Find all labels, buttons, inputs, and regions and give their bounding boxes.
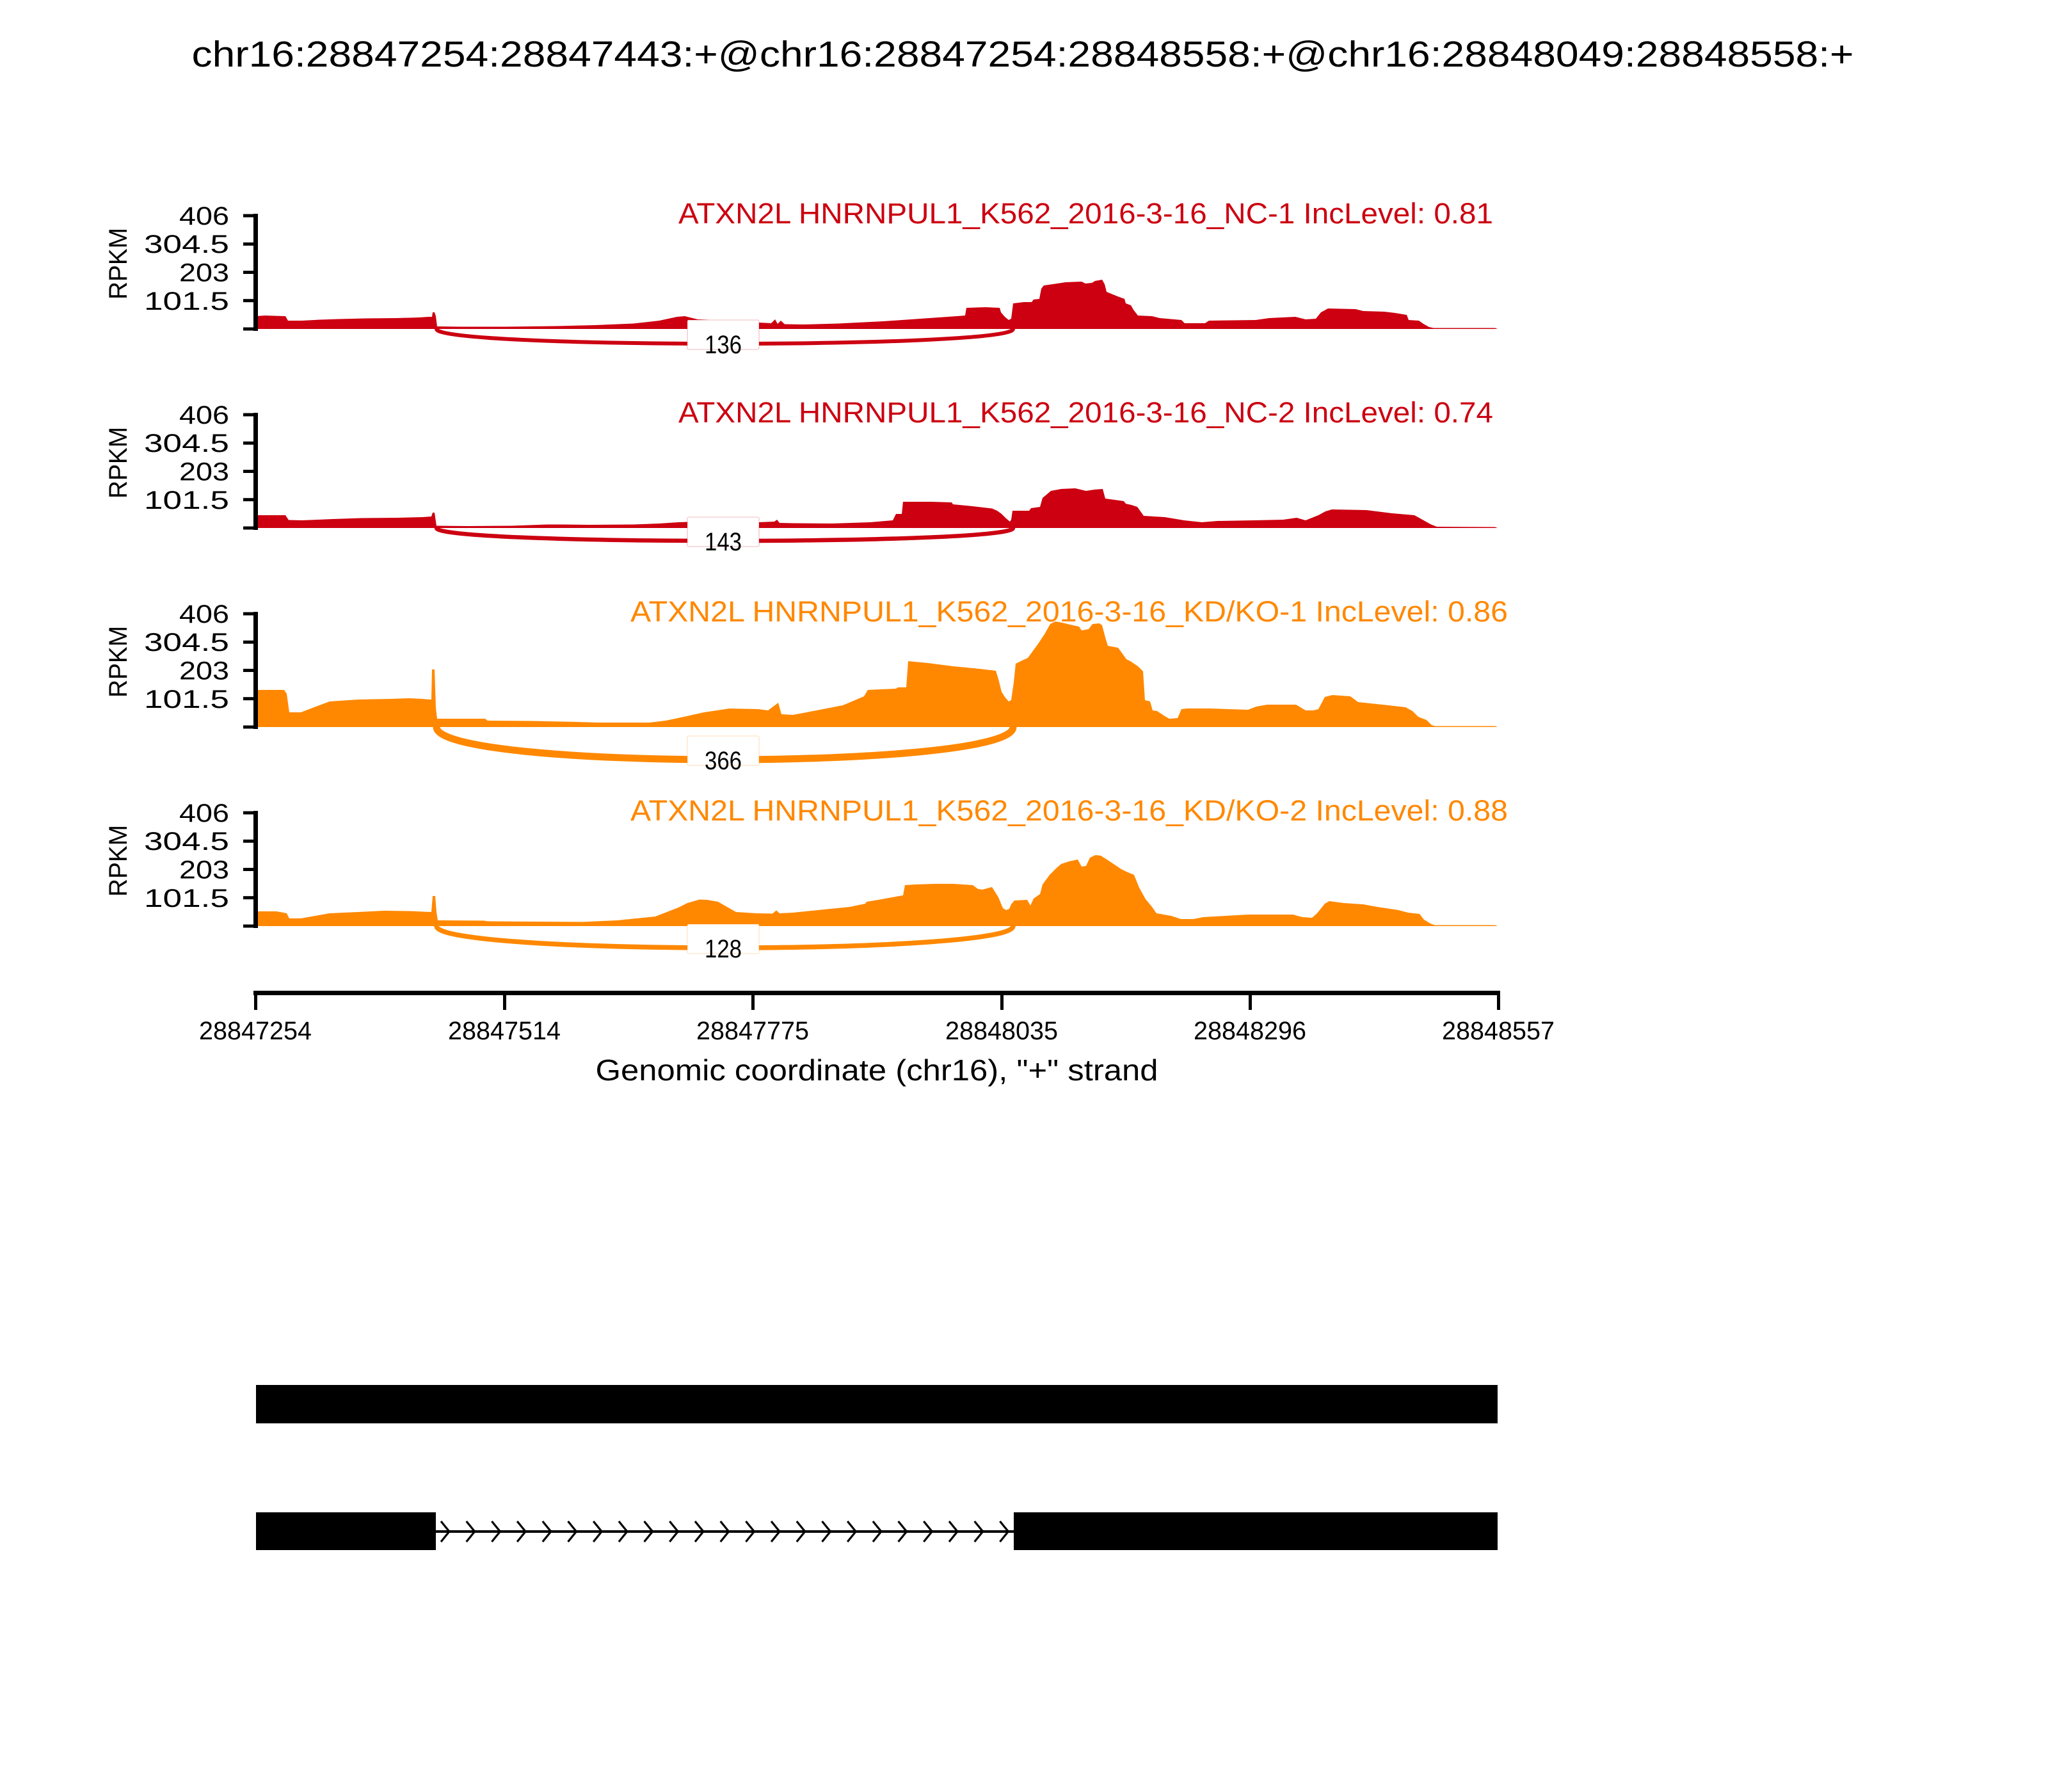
svg-text:Genomic coordinate (chr16), "+: Genomic coordinate (chr16), "+" strand (596, 1053, 1158, 1087)
svg-text:203: 203 (179, 856, 229, 884)
svg-text:28848035: 28848035 (945, 1017, 1058, 1045)
svg-text:28847254: 28847254 (199, 1017, 312, 1045)
svg-text:101.5: 101.5 (144, 884, 229, 913)
svg-text:304.5: 304.5 (144, 628, 229, 657)
svg-text:ATXN2L HNRNPUL1_K562_2016-3-16: ATXN2L HNRNPUL1_K562_2016-3-16_NC-1 IncL… (678, 197, 1493, 230)
svg-text:143: 143 (705, 528, 742, 556)
svg-text:RPKM: RPKM (104, 228, 132, 300)
svg-text:128: 128 (705, 935, 742, 963)
svg-text:101.5: 101.5 (144, 685, 229, 714)
svg-text:406: 406 (179, 600, 229, 628)
svg-text:28848557: 28848557 (1442, 1017, 1555, 1045)
svg-text:304.5: 304.5 (144, 230, 229, 259)
svg-text:RPKM: RPKM (104, 825, 132, 897)
svg-text:136: 136 (705, 331, 742, 359)
svg-text:101.5: 101.5 (144, 287, 229, 316)
svg-text:203: 203 (179, 458, 229, 486)
svg-text:ATXN2L HNRNPUL1_K562_2016-3-16: ATXN2L HNRNPUL1_K562_2016-3-16_KD/KO-2 I… (630, 794, 1508, 827)
svg-text:ATXN2L HNRNPUL1_K562_2016-3-16: ATXN2L HNRNPUL1_K562_2016-3-16_NC-2 IncL… (678, 396, 1493, 429)
svg-text:406: 406 (179, 799, 229, 828)
svg-text:28848296: 28848296 (1194, 1017, 1306, 1045)
svg-text:101.5: 101.5 (144, 486, 229, 515)
svg-text:RPKM: RPKM (104, 626, 132, 698)
svg-text:RPKM: RPKM (104, 427, 132, 499)
svg-text:ATXN2L HNRNPUL1_K562_2016-3-16: ATXN2L HNRNPUL1_K562_2016-3-16_KD/KO-1 I… (630, 595, 1508, 628)
svg-text:366: 366 (705, 747, 742, 775)
svg-text:304.5: 304.5 (144, 828, 229, 856)
svg-text:chr16:28847254:28847443:+@chr1: chr16:28847254:28847443:+@chr16:28847254… (192, 34, 1854, 75)
svg-text:28847775: 28847775 (696, 1017, 809, 1045)
svg-text:203: 203 (179, 259, 229, 287)
svg-text:203: 203 (179, 657, 229, 685)
svg-text:406: 406 (179, 401, 229, 429)
svg-text:406: 406 (179, 202, 229, 230)
svg-text:28847514: 28847514 (448, 1017, 561, 1045)
svg-text:304.5: 304.5 (144, 429, 229, 458)
